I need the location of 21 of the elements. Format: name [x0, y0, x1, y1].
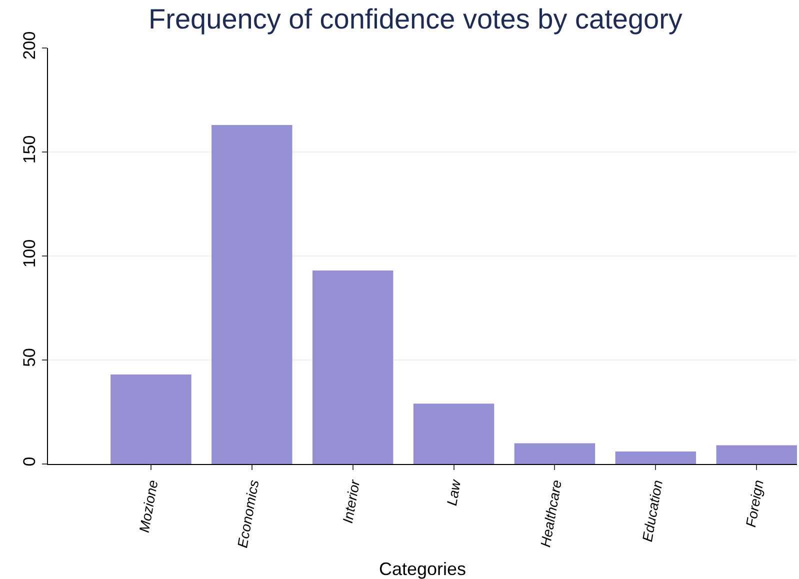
bar [110, 374, 192, 464]
bar [716, 445, 797, 464]
y-tick-label: 100 [20, 239, 40, 268]
y-tick-label: 0 [20, 456, 40, 466]
bar [212, 124, 292, 464]
x-axis-title: Categories [378, 559, 466, 579]
y-tick-label: 50 [20, 348, 40, 367]
bar [413, 404, 494, 464]
x-tick-label: Mozione [136, 478, 161, 534]
x-tick-label: Education [638, 478, 666, 543]
bar [312, 270, 394, 464]
bar [615, 452, 696, 464]
chart-title: Frequency of confidence votes by category [148, 3, 682, 34]
y-tick-label: 150 [20, 135, 40, 164]
bar [514, 443, 596, 464]
x-tick-label: Interior [339, 477, 363, 524]
x-tick-label: Law [443, 478, 464, 507]
x-tick-label: Economics [234, 478, 262, 549]
y-tick-label: 200 [20, 31, 40, 60]
x-tick-label: Foreign [742, 478, 767, 528]
x-tick-label: Healthcare [537, 478, 565, 548]
